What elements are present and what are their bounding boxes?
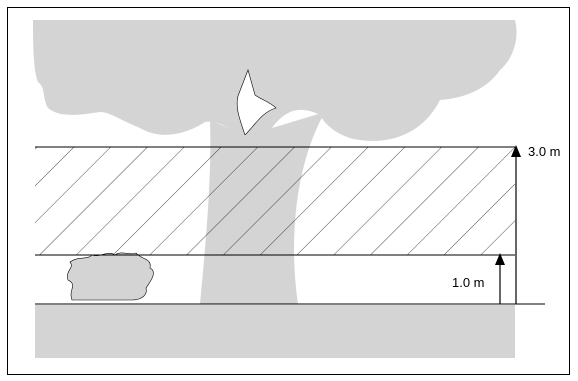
hatched-zone bbox=[35, 147, 515, 255]
ground bbox=[35, 305, 515, 358]
height-label: 1.0 m bbox=[452, 275, 485, 290]
tree-canopy bbox=[33, 20, 517, 141]
diagram: 3.0 m 1.0 m bbox=[0, 0, 578, 381]
height-label: 3.0 m bbox=[528, 144, 561, 159]
bush bbox=[67, 253, 153, 300]
